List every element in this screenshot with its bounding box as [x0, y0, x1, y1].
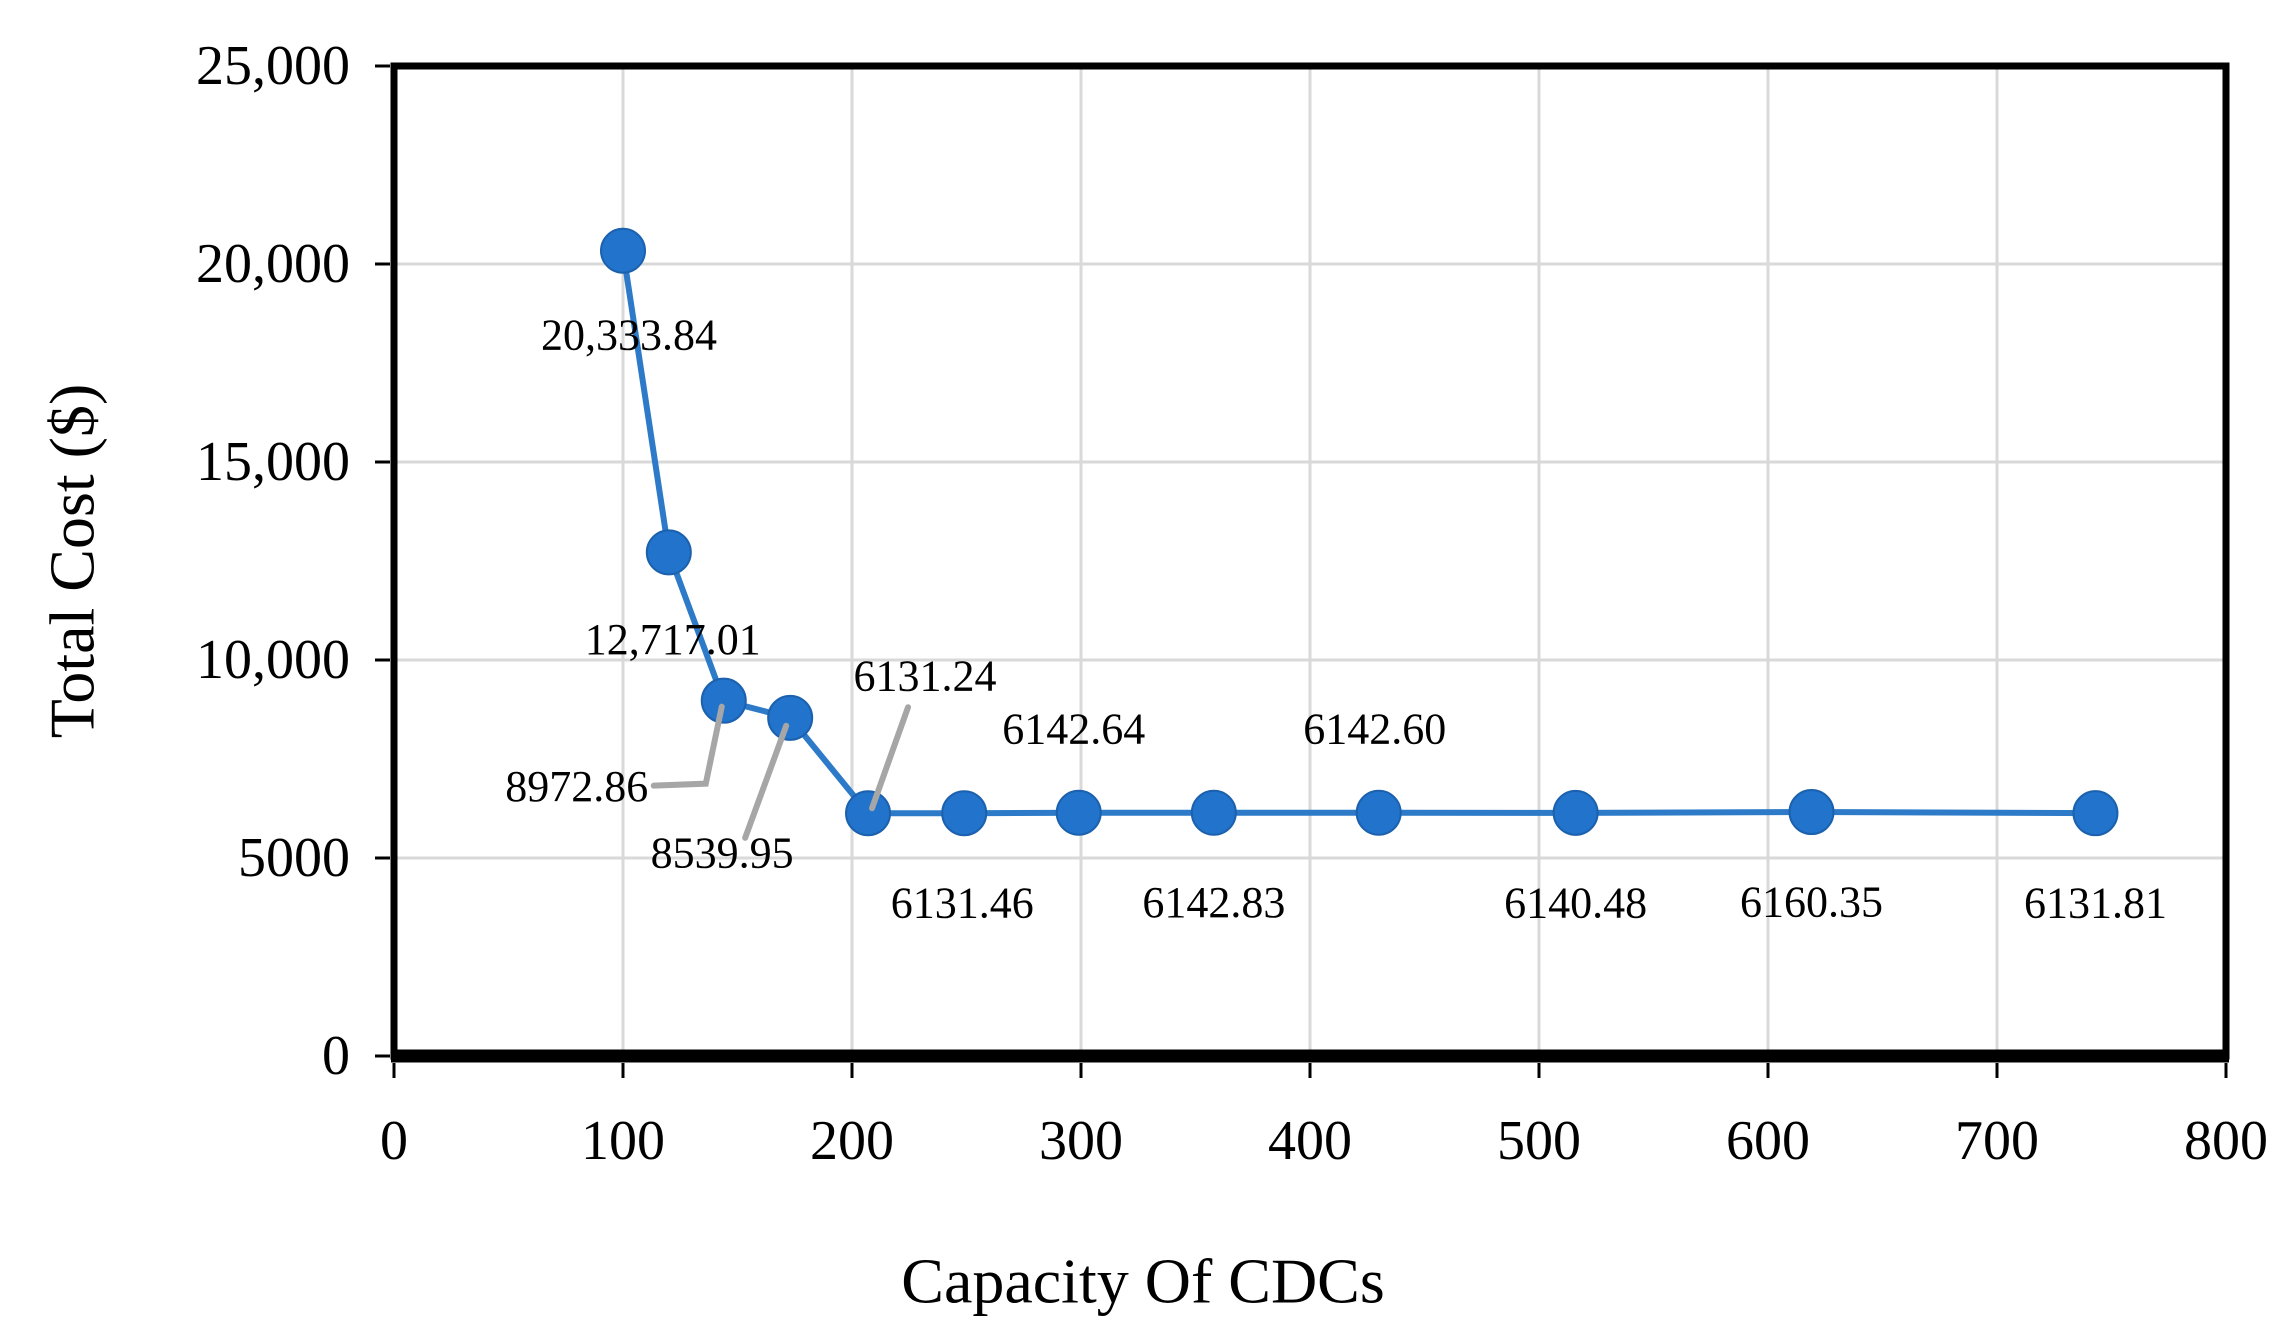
leader-line [650, 703, 725, 789]
y-tick-label: 10,000 [196, 629, 350, 691]
data-point-marker [767, 694, 814, 741]
data-point-label: 6140.48 [1504, 878, 1647, 927]
axis-ticks [375, 64, 2228, 1078]
data-point-label: 6131.24 [854, 652, 997, 701]
x-tick-label: 400 [1268, 1110, 1352, 1172]
data-series [600, 227, 2119, 837]
y-axis-title: Total Cost ($) [37, 384, 108, 739]
data-point-label: 6142.60 [1303, 704, 1446, 753]
data-point-label: 6142.83 [1142, 878, 1285, 927]
x-tick-label: 0 [380, 1110, 408, 1172]
x-tick-label: 300 [1039, 1110, 1123, 1172]
data-point-labels: 20,333.8412,717.018972.868539.956131.246… [505, 310, 2167, 927]
data-point-marker [1190, 789, 1237, 836]
label-leader-lines [650, 703, 912, 841]
y-tick-label: 15,000 [196, 431, 350, 493]
x-tick-label: 500 [1497, 1110, 1581, 1172]
data-point-label: 6160.35 [1740, 878, 1883, 927]
y-tick-label: 25,000 [196, 35, 350, 97]
x-tick-label: 100 [581, 1110, 665, 1172]
data-point-marker [700, 677, 747, 724]
x-axis-title: Capacity Of CDCs [901, 1246, 1385, 1317]
y-tick-label: 0 [322, 1025, 350, 1087]
x-tick-label: 700 [1955, 1110, 2039, 1172]
data-point-marker [845, 790, 892, 837]
data-point-label: 12,717.01 [585, 615, 761, 664]
data-point-label: 6142.64 [1002, 704, 1145, 753]
data-point-label: 8972.86 [505, 762, 648, 811]
x-tick-label: 200 [810, 1110, 894, 1172]
leader-line [869, 704, 912, 812]
x-tick-label: 600 [1726, 1110, 1810, 1172]
data-point-marker [600, 227, 646, 274]
y-tick-label: 5000 [238, 827, 350, 889]
data-point-marker [1355, 789, 1402, 836]
data-point-label: 20,333.84 [541, 310, 717, 359]
plot-border [390, 62, 2230, 1063]
data-point-marker [2072, 790, 2119, 837]
data-point-marker [941, 790, 988, 837]
tick-labels: 0 100 200 300 400 500 600 700 800 0 5000 10,000 15,0… [196, 35, 2268, 1172]
data-point-marker [1055, 789, 1102, 836]
data-point-marker [1552, 789, 1599, 836]
leader-line [742, 722, 790, 841]
data-point-marker [645, 529, 692, 576]
data-point-label: 8539.95 [651, 828, 794, 877]
y-tick-label: 20,000 [196, 233, 350, 295]
data-point-label: 6131.81 [2024, 879, 2167, 928]
x-tick-label: 800 [2184, 1110, 2268, 1172]
data-point-label: 6131.46 [891, 879, 1034, 928]
gridlines [394, 66, 2226, 1056]
series-line [620, 247, 2099, 817]
data-point-marker [1788, 789, 1835, 836]
